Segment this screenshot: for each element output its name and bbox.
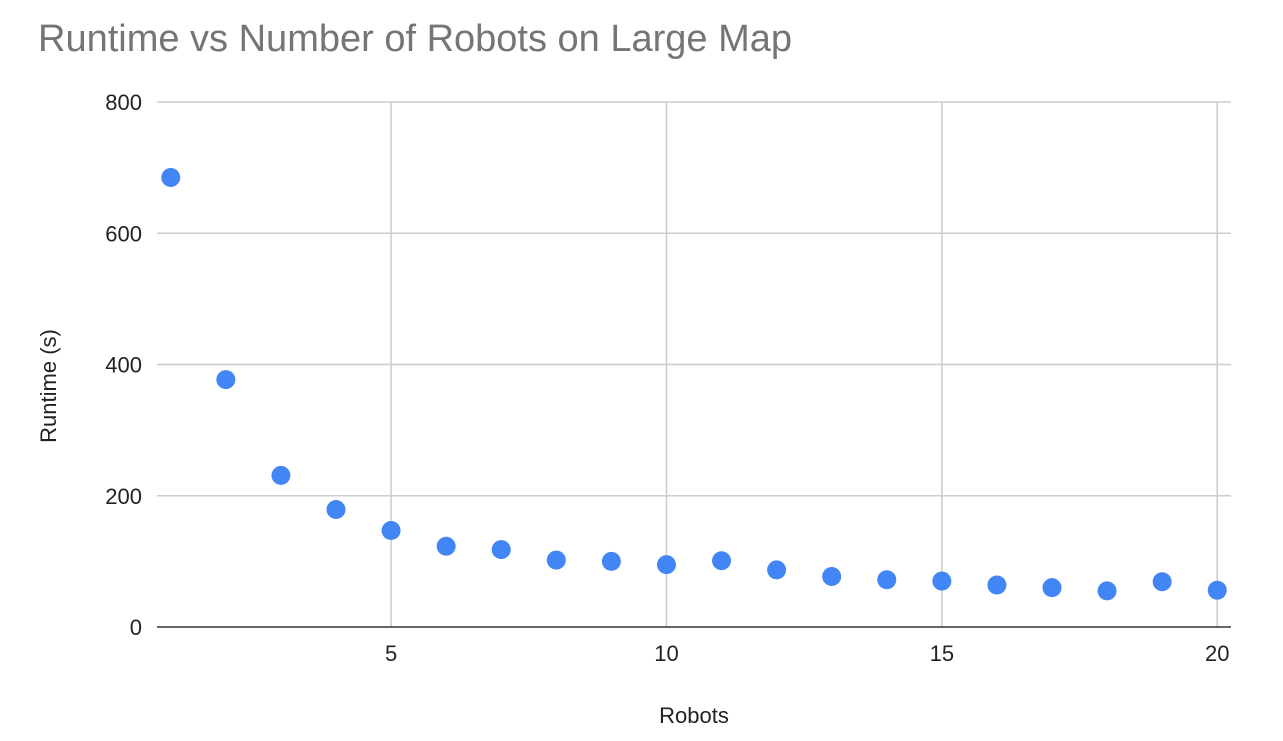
data-point [1097,581,1117,601]
data-point [1152,572,1172,592]
data-point-layer [161,167,1227,601]
x-tick-label: 10 [654,641,678,666]
grid-layer [157,101,1231,627]
y-tick-label: 400 [105,353,142,378]
data-point [381,521,401,541]
y-tick-label: 200 [105,484,142,509]
x-tick-label: 5 [385,641,397,666]
data-point [436,536,456,556]
data-point [932,571,952,591]
x-axis-label: Robots [659,703,729,728]
data-point [326,500,346,520]
data-point [822,566,842,586]
data-point [877,570,897,590]
tick-label-layer: 0 200 400 600 800 5 10 15 20 [105,90,1229,666]
data-point [491,540,511,560]
data-point [216,370,236,390]
data-point [601,551,621,571]
y-tick-label: 600 [105,221,142,246]
chart-title: Runtime vs Number of Robots on Large Map [38,18,793,60]
x-tick-label: 15 [930,641,954,666]
y-tick-label: 0 [130,615,142,640]
data-point [271,465,291,485]
data-point [1042,578,1062,598]
y-axis-label: Runtime (s) [36,329,61,443]
data-point [546,550,566,570]
data-point [656,555,676,575]
x-tick-label: 20 [1205,641,1229,666]
data-point [987,575,1007,595]
data-point [712,551,732,571]
y-tick-label: 800 [105,90,142,115]
data-point [1207,580,1227,600]
data-point [767,560,787,580]
data-point [161,167,181,187]
